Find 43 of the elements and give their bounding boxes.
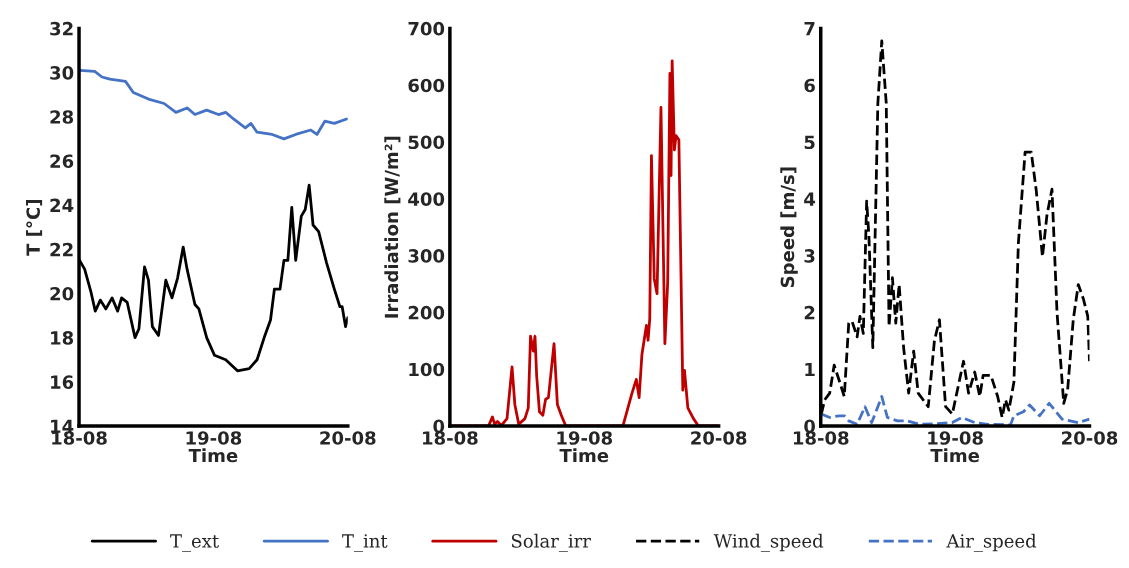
y-tick-label: 7 <box>804 22 815 36</box>
y-tick-label: 22 <box>50 242 73 257</box>
x-tick-label: 19-08 <box>557 431 613 445</box>
x-tick-label: 18-08 <box>52 431 107 445</box>
y-tick-label: 16 <box>51 375 74 389</box>
y-tick-label: 1 <box>805 362 815 377</box>
y-tick-label: 18 <box>51 331 74 345</box>
x-tick-label: 20-08 <box>320 431 376 445</box>
y-tick-label: 3 <box>804 249 815 263</box>
x-tick-label: 20-08 <box>691 431 747 445</box>
legend-label: Solar_irr <box>511 533 591 552</box>
x-tick-label: 20-08 <box>1062 431 1118 445</box>
y-axis-title: Speed [m/s] <box>780 167 798 288</box>
x-axis-title: Time <box>559 448 609 463</box>
y-tick-label: 6 <box>804 78 815 93</box>
y-tick-label: 4 <box>804 192 816 206</box>
x-axis-title: Time <box>930 448 980 463</box>
y-tick-label: 300 <box>408 249 445 263</box>
x-tick-label: 19-08 <box>928 431 983 445</box>
y-tick-label: 2 <box>804 305 815 320</box>
y-tick-label: 30 <box>50 66 74 80</box>
y-tick-label: 500 <box>408 135 445 150</box>
x-tick-label: 19-08 <box>186 431 242 445</box>
legend-label: Air_speed <box>946 533 1037 552</box>
y-tick-label: 26 <box>50 154 74 169</box>
legend-label: T_ext <box>170 534 220 552</box>
y-axis-title: Irradiation [W/m²] <box>384 136 401 318</box>
y-tick-label: 20 <box>50 286 74 301</box>
y-tick-label: 700 <box>408 21 445 36</box>
x-axis-title: Time <box>188 448 238 463</box>
y-tick-label: 100 <box>409 362 445 377</box>
y-tick-label: 24 <box>50 198 74 212</box>
y-tick-label: 600 <box>408 78 445 93</box>
y-tick-label: 28 <box>50 110 74 124</box>
y-tick-label: 400 <box>408 192 445 206</box>
legend-label: T_int <box>342 534 388 552</box>
x-tick-label: 18-08 <box>793 431 849 445</box>
y-tick-label: 5 <box>804 135 815 150</box>
legend-label: Wind_speed <box>713 533 824 552</box>
y-axis-title: T [°C] <box>26 200 43 256</box>
y-tick-label: 200 <box>408 305 445 320</box>
x-tick-label: 18-08 <box>423 431 478 445</box>
y-tick-label: 32 <box>50 21 73 36</box>
